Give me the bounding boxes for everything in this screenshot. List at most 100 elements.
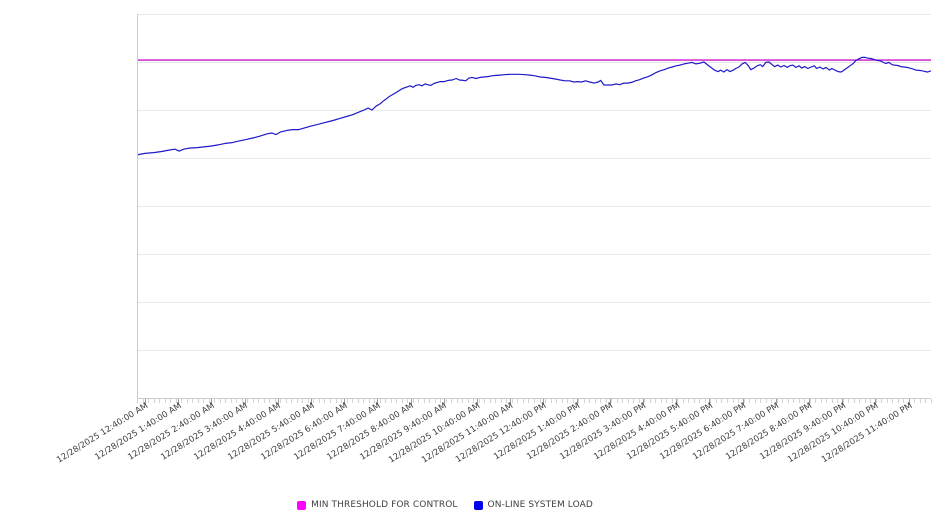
x-axis-minor-tick [307, 399, 309, 403]
x-axis-minor-tick [230, 399, 232, 403]
x-axis-minor-tick [291, 399, 293, 403]
x-axis-minor-tick [771, 399, 773, 403]
gridline [137, 206, 931, 207]
x-axis-major-tick [643, 399, 644, 405]
x-axis-minor-tick [335, 399, 337, 403]
x-axis-minor-tick [820, 399, 822, 403]
x-axis-minor-tick [473, 399, 475, 403]
x-axis-minor-tick [638, 399, 640, 403]
x-axis-line [137, 398, 931, 399]
x-axis-minor-tick [600, 399, 602, 403]
x-axis-minor-tick [776, 399, 778, 403]
x-axis-minor-tick [583, 399, 585, 403]
x-axis-minor-tick [258, 399, 260, 403]
x-axis-minor-tick [886, 399, 888, 403]
x-axis-minor-tick [754, 399, 756, 403]
legend-item-min-threshold[interactable]: MIN THRESHOLD FOR CONTROL [297, 500, 457, 510]
x-axis-minor-tick [407, 399, 409, 403]
x-axis-minor-tick [175, 399, 177, 403]
x-axis-minor-tick [374, 399, 376, 403]
x-axis-minor-tick [159, 399, 161, 403]
x-axis-minor-tick [313, 399, 315, 403]
x-axis-minor-tick [522, 399, 524, 403]
x-axis-minor-tick [931, 399, 932, 403]
legend: MIN THRESHOLD FOR CONTROL ON-LINE SYSTEM… [0, 497, 918, 513]
legend-item-system-load[interactable]: ON-LINE SYSTEM LOAD [473, 500, 593, 510]
x-axis-minor-tick [826, 399, 828, 403]
x-axis-minor-tick [815, 399, 817, 403]
system-load-line [136, 56, 932, 156]
x-axis-minor-tick [423, 399, 425, 403]
x-axis-minor-tick [214, 399, 216, 403]
x-axis-minor-tick [534, 399, 535, 403]
x-axis-minor-tick [809, 399, 811, 403]
x-axis-minor-tick [285, 399, 287, 403]
x-axis-minor-tick [329, 399, 331, 403]
x-axis-minor-tick [677, 399, 679, 403]
x-axis-minor-tick [561, 399, 563, 403]
x-axis-major-tick [576, 399, 578, 405]
x-axis-minor-tick [682, 399, 684, 403]
x-axis-major-tick [311, 399, 312, 405]
x-axis-minor-tick [605, 399, 607, 403]
x-axis-minor-tick [346, 399, 348, 403]
gridline [137, 14, 931, 15]
x-axis-minor-tick [357, 399, 359, 403]
x-axis-minor-tick [363, 399, 365, 403]
x-axis-minor-tick [804, 399, 806, 403]
plot-svg [136, 56, 932, 156]
x-axis-minor-tick [589, 399, 591, 403]
x-axis-minor-tick [528, 399, 530, 403]
legend-label-threshold: MIN THRESHOLD FOR CONTROL [311, 500, 458, 510]
x-axis-minor-tick [318, 399, 320, 403]
x-axis-major-tick [211, 399, 213, 405]
x-axis-minor-tick [269, 399, 271, 403]
x-axis-minor-tick [186, 399, 188, 403]
x-axis-minor-tick [859, 399, 861, 403]
x-axis-minor-tick [385, 399, 387, 403]
x-axis-major-tick [377, 399, 379, 405]
x-axis-minor-tick [192, 399, 194, 403]
x-axis-minor-tick [644, 399, 646, 403]
x-axis-major-tick [477, 399, 478, 405]
x-axis-major-tick [443, 399, 445, 405]
x-axis-minor-tick [539, 399, 541, 403]
x-axis-minor-tick [396, 399, 398, 403]
x-axis-minor-tick [787, 399, 789, 403]
x-axis-minor-tick [225, 399, 227, 403]
x-axis-minor-tick [765, 399, 767, 403]
x-axis-minor-tick [550, 399, 552, 403]
x-axis-minor-tick [203, 399, 205, 403]
x-axis-minor-tick [418, 399, 420, 403]
x-axis-minor-tick [732, 399, 734, 403]
x-axis-minor-tick [556, 399, 558, 403]
gridline [137, 62, 931, 63]
x-axis-minor-tick [848, 399, 850, 403]
x-axis-minor-tick [671, 399, 673, 403]
x-axis-minor-tick [793, 399, 795, 403]
legend-swatch-load-icon [473, 500, 483, 510]
x-axis-minor-tick [489, 399, 491, 403]
x-axis-minor-tick [760, 399, 762, 403]
gridline [137, 158, 931, 159]
x-axis-minor-tick [743, 399, 745, 403]
x-axis-minor-tick [572, 399, 574, 403]
x-axis-minor-tick [247, 399, 249, 403]
x-axis-major-tick [178, 399, 180, 405]
x-axis-major-tick [809, 399, 810, 405]
x-axis-minor-tick [897, 399, 899, 403]
x-axis-minor-tick [616, 399, 618, 403]
x-axis-major-tick [908, 399, 910, 405]
x-axis-major-tick [410, 399, 412, 405]
x-axis-minor-tick [594, 399, 596, 403]
x-axis-minor-tick [837, 399, 839, 403]
x-axis-minor-tick [914, 399, 916, 403]
x-axis-major-tick [543, 399, 545, 405]
x-axis-minor-tick [870, 399, 872, 403]
legend-swatch-threshold-icon [297, 500, 307, 510]
x-axis-minor-tick [401, 399, 403, 403]
x-axis-minor-tick [864, 399, 866, 403]
x-axis-minor-tick [219, 399, 221, 403]
x-axis-minor-tick [633, 399, 635, 403]
